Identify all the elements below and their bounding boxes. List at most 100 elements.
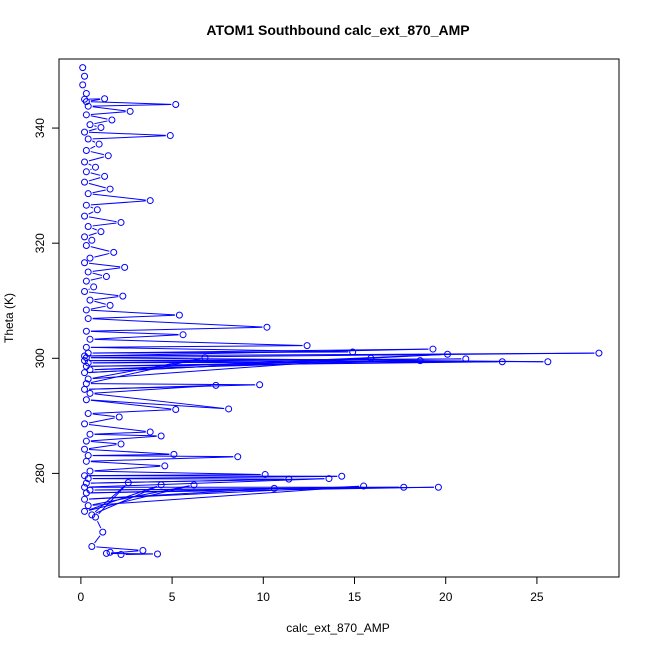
- series-segment: [88, 444, 117, 450]
- series-segment: [90, 206, 94, 209]
- series-segment: [97, 520, 102, 529]
- data-point: [81, 385, 89, 393]
- data-point: [91, 163, 99, 171]
- series-segment: [92, 478, 285, 480]
- series-segment: [90, 345, 303, 348]
- data-point: [400, 483, 408, 491]
- data-point: [84, 502, 92, 510]
- data-point: [360, 482, 368, 490]
- data-point: [81, 352, 89, 360]
- series-segment: [89, 384, 212, 390]
- data-point: [170, 450, 178, 458]
- series-segment: [88, 211, 94, 215]
- data-point: [102, 273, 110, 281]
- chart-title: ATOM1 Southbound calc_ext_870_AMP: [206, 22, 469, 38]
- data-point: [97, 123, 105, 131]
- series-segment: [94, 393, 225, 409]
- data-point: [86, 335, 94, 343]
- data-point: [101, 95, 109, 103]
- data-point: [81, 178, 89, 186]
- data-point: [84, 375, 92, 383]
- series-segment: [90, 399, 172, 410]
- series-segment: [90, 330, 179, 336]
- data-point: [349, 348, 357, 356]
- series-segment: [92, 413, 115, 417]
- series-segment: [92, 455, 234, 458]
- series-segment: [92, 193, 146, 201]
- data-point: [84, 475, 92, 483]
- data-point: [86, 430, 94, 438]
- data-point: [81, 95, 89, 103]
- series-segment: [90, 360, 416, 367]
- data-point: [86, 121, 94, 129]
- data-point: [303, 342, 311, 350]
- y-tick-label: 280: [33, 463, 47, 483]
- data-point: [86, 389, 94, 397]
- data-point: [81, 288, 89, 296]
- x-tick-label: 25: [530, 590, 544, 604]
- data-point: [121, 263, 129, 271]
- data-point: [82, 343, 90, 351]
- series-segment: [88, 417, 115, 424]
- data-point: [95, 140, 103, 148]
- data-point: [595, 349, 603, 357]
- data-point: [104, 152, 112, 160]
- data-point: [86, 296, 94, 304]
- data-point: [285, 475, 293, 483]
- series-segment: [90, 383, 256, 386]
- series-segment: [88, 216, 117, 223]
- x-tick-label: 10: [257, 590, 271, 604]
- data-point: [82, 327, 90, 335]
- series-segment: [90, 487, 270, 494]
- data-point: [82, 396, 90, 404]
- data-point: [82, 201, 90, 209]
- data-point: [175, 311, 183, 319]
- data-point: [146, 197, 154, 205]
- data-point: [88, 236, 96, 244]
- series-segment: [89, 131, 166, 136]
- x-tick-label: 15: [348, 590, 362, 604]
- data-point: [84, 102, 92, 110]
- series-segment: [90, 435, 157, 442]
- data-point: [82, 437, 90, 445]
- data-point: [86, 467, 94, 475]
- series-segment: [90, 277, 103, 281]
- series-segment: [88, 423, 146, 432]
- series-segment: [92, 358, 367, 380]
- series-segment: [88, 128, 97, 132]
- data-point: [498, 358, 506, 366]
- data-point: [102, 549, 110, 557]
- series-segment: [90, 441, 117, 445]
- data-point: [263, 323, 271, 331]
- series-segment: [94, 431, 146, 435]
- x-axis: 0 5 10 15 20 25: [78, 576, 544, 604]
- series-segment: [94, 338, 303, 346]
- data-point: [444, 350, 452, 358]
- series-segment: [92, 106, 126, 112]
- data-point: [82, 306, 90, 314]
- data-point: [84, 268, 92, 276]
- data-point: [117, 551, 125, 559]
- series-segment: [89, 475, 338, 477]
- data-point: [82, 277, 90, 285]
- series-segment: [98, 485, 126, 515]
- data-point: [126, 107, 134, 115]
- series-segment: [90, 200, 146, 206]
- data-point: [234, 453, 242, 461]
- series-segment: [90, 168, 92, 171]
- series-segment: [94, 296, 119, 301]
- data-point: [82, 168, 90, 176]
- series-segment: [94, 334, 179, 340]
- series-segment: [89, 348, 429, 357]
- data-point: [90, 283, 98, 291]
- series-segment: [92, 267, 121, 272]
- data-point: [81, 495, 89, 503]
- series-segment: [94, 465, 161, 472]
- series-segment: [92, 485, 360, 506]
- data-point: [172, 406, 180, 414]
- series-segment: [94, 433, 157, 437]
- data-point: [119, 292, 127, 300]
- series-segment: [90, 101, 172, 105]
- data-point: [81, 507, 89, 515]
